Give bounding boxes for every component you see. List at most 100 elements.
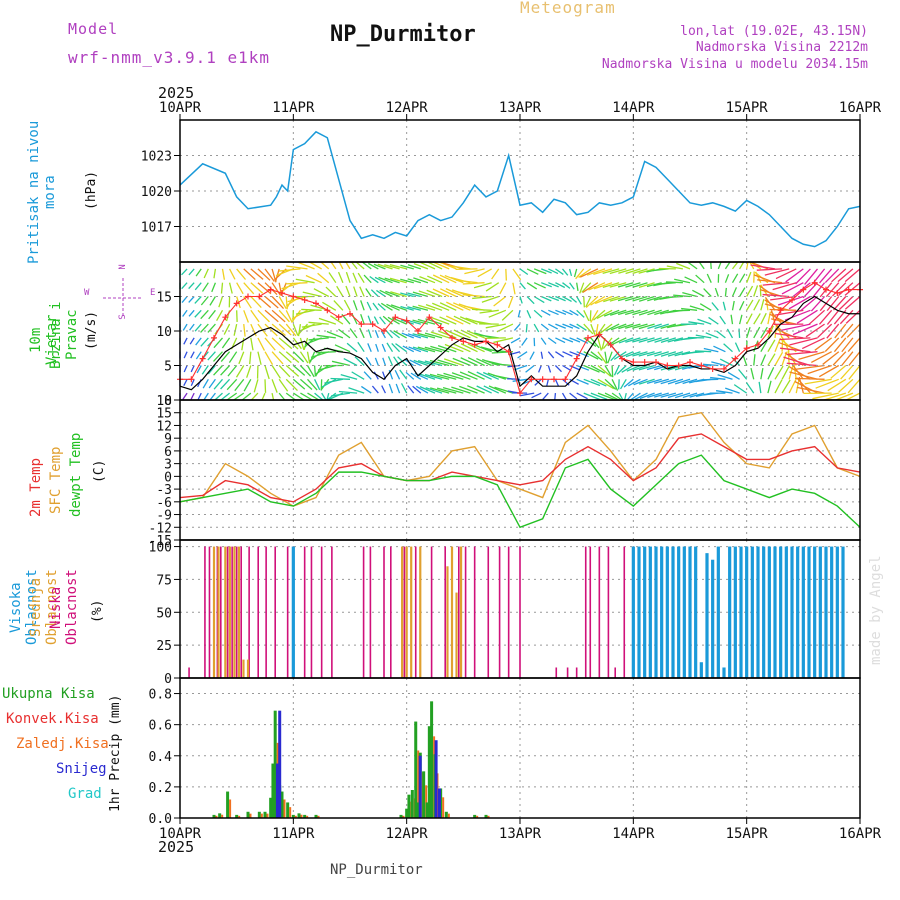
precip-snow-bar [438, 788, 441, 818]
wind-arrow [491, 363, 513, 367]
wind-arrow [213, 378, 223, 390]
wind-arrow [689, 305, 705, 311]
wind-arrow [647, 392, 662, 399]
wind-arrow [554, 365, 562, 373]
wind-arrow [395, 343, 408, 353]
wind-arrow [602, 268, 620, 275]
precip-snow-bar [418, 755, 422, 818]
wind-arrow [804, 378, 832, 385]
wind-arrow [602, 282, 620, 288]
wind-arrow [772, 282, 797, 291]
y-tick-label: 0.6 [149, 719, 172, 734]
wind-arrow [800, 296, 818, 312]
cloud-bar [369, 546, 372, 678]
wind-arrow [271, 296, 285, 309]
precip-total-bar [416, 802, 420, 818]
gust-marker [517, 390, 523, 397]
wind-arrow [326, 330, 344, 339]
wind-arrow [586, 268, 606, 276]
cloud-bar [575, 667, 578, 678]
wind-arrow [548, 323, 558, 330]
wind-arrow [594, 295, 613, 305]
wind-arrow [739, 287, 746, 297]
wind-arrow [443, 372, 464, 380]
x-tick-label-top: 16APR [839, 100, 882, 116]
wind-arrow [194, 296, 202, 304]
wind-arrow [316, 351, 336, 354]
wind-arrow [365, 357, 372, 366]
wind-arrow [847, 378, 861, 394]
wind-arrow [611, 365, 614, 378]
wind-arrow [555, 268, 564, 275]
cloud-bar [303, 546, 306, 678]
wind-arrow [823, 392, 847, 401]
cloud-bar [750, 546, 754, 678]
wind-arrow [597, 392, 617, 401]
y-tick-label: 1017 [141, 221, 172, 236]
wind-arrow [493, 337, 514, 344]
precip-total-bar [427, 726, 431, 818]
wind-arrow [733, 384, 748, 394]
wind-arrow [330, 377, 351, 380]
wind-arrow [477, 268, 492, 278]
wind-arrow [216, 309, 224, 322]
wind-arrow [519, 296, 523, 304]
wind-arrow [561, 392, 567, 401]
wind-arrow [349, 328, 358, 339]
wind-arrow [847, 337, 861, 352]
wind-arrow [373, 371, 379, 380]
y-tick-label: 3 [164, 458, 172, 473]
wind-arrow [590, 309, 599, 323]
wind-arrow [317, 272, 330, 284]
gust-marker [709, 365, 716, 372]
wind-arrow [632, 364, 648, 371]
precip-freezing-bar [447, 813, 450, 818]
wind-arrow [473, 282, 492, 289]
cloud-bar [248, 546, 250, 678]
wind-arrow [401, 332, 414, 339]
wind-arrow [746, 326, 751, 339]
wind-arrow [285, 365, 300, 377]
wind-arrow [689, 392, 705, 398]
wind-arrow [437, 373, 457, 380]
wind-arrow [603, 295, 620, 303]
wind-arrow [667, 378, 684, 385]
wind-arrow [628, 378, 641, 387]
cloud-bar [331, 546, 333, 678]
wind-arrow [703, 288, 712, 297]
wind-arrow [525, 324, 528, 333]
wind-arrow [840, 365, 854, 380]
wind-arrow [444, 343, 464, 353]
wind-arrow [451, 386, 471, 394]
wind-arrow [844, 296, 861, 310]
wind-arrow [687, 351, 705, 354]
wind-arrow [674, 378, 691, 385]
cloud-bar [237, 546, 241, 678]
x-tick-label-top: 10APR [159, 100, 202, 116]
cloud-bar [711, 559, 715, 678]
wind-arrow [756, 268, 783, 271]
altitude-label: Nadmorska Visina 2212m [695, 40, 868, 55]
wind-arrow [576, 309, 585, 318]
wind-arrow [654, 364, 669, 371]
wind-arrow [526, 268, 539, 275]
wind-arrow [201, 282, 209, 292]
wind-arrow [753, 313, 761, 325]
wind-arrow [541, 282, 552, 288]
wind-arrow [278, 268, 301, 272]
wind-arrow [738, 300, 745, 311]
wind-arrow [616, 365, 627, 375]
wind-arrow [638, 337, 655, 343]
wind-arrow [476, 385, 492, 394]
wind-arrow [548, 268, 559, 275]
wind-arrow [845, 309, 861, 324]
wind-arrow [345, 271, 351, 283]
wind-arrow [188, 309, 195, 317]
wind-arrow [533, 323, 540, 333]
wind-arrow [417, 332, 436, 339]
wind-arrow [526, 310, 532, 319]
wind-arrow [638, 323, 655, 330]
wind-arrow [369, 275, 379, 284]
cloud-bar [216, 546, 219, 678]
wind-arrow [583, 323, 594, 335]
